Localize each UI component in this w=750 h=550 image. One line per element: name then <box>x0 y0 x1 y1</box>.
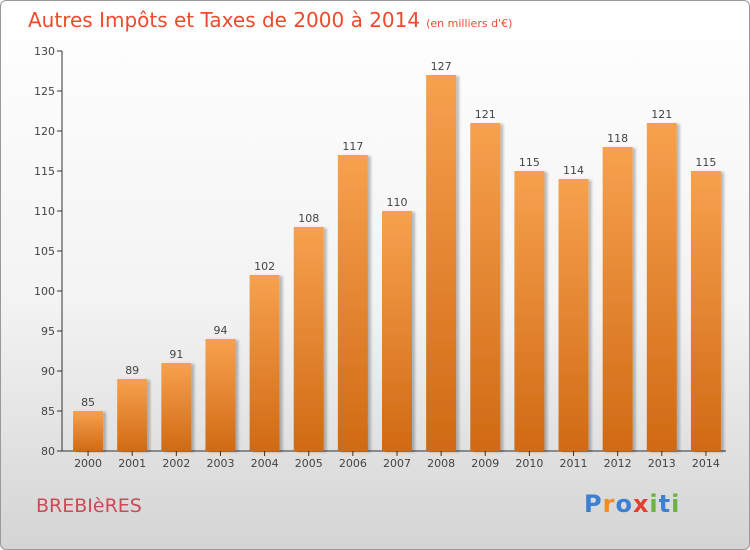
data-label-2011: 114 <box>563 164 584 177</box>
bar-2001 <box>117 379 148 451</box>
bar-2004 <box>249 275 280 451</box>
bar-2009 <box>470 123 501 451</box>
y-tick-label: 95 <box>41 325 55 338</box>
x-tick-label-2000: 2000 <box>74 457 102 470</box>
logo-letter: i <box>649 490 659 518</box>
bar-2007 <box>382 211 412 451</box>
data-label-2000: 85 <box>81 396 95 409</box>
logo-letter: o <box>615 490 633 518</box>
bar-2003 <box>205 339 236 451</box>
bar-2008 <box>426 75 457 451</box>
logo-letter: r <box>602 490 616 518</box>
x-tick-label-2003: 2003 <box>206 457 234 470</box>
x-tick-label-2002: 2002 <box>162 457 190 470</box>
y-tick-label: 85 <box>41 405 55 418</box>
x-tick-label-2012: 2012 <box>604 457 632 470</box>
bar-2000 <box>73 411 104 451</box>
bar-2013 <box>646 123 677 451</box>
x-tick-label-2014: 2014 <box>692 457 720 470</box>
bar-2002 <box>161 363 192 451</box>
data-label-2009: 121 <box>475 108 496 121</box>
title-unit: (en milliers d'€) <box>426 17 513 30</box>
y-tick-label: 100 <box>34 285 55 298</box>
y-tick-label: 105 <box>34 245 55 258</box>
data-label-2001: 89 <box>125 364 139 377</box>
data-label-2013: 121 <box>651 108 672 121</box>
logo-letter: t <box>658 490 672 518</box>
x-tick-label-2011: 2011 <box>560 457 588 470</box>
x-tick-label-2006: 2006 <box>339 457 367 470</box>
bar-2005 <box>293 227 324 451</box>
bar-2006 <box>337 155 368 451</box>
x-tick-label-2009: 2009 <box>471 457 499 470</box>
data-label-2014: 115 <box>695 156 716 169</box>
logo-letter: i <box>671 490 681 518</box>
title-text: Autres Impôts et Taxes de 2000 à 2014 <box>28 8 421 32</box>
x-tick-label-2007: 2007 <box>383 457 411 470</box>
bar-2010 <box>514 171 545 451</box>
y-tick-label: 90 <box>41 365 55 378</box>
y-tick-label: 120 <box>34 125 55 138</box>
x-tick-label-2001: 2001 <box>118 457 146 470</box>
logo-letter: P <box>584 490 603 518</box>
data-label-2004: 102 <box>254 260 275 273</box>
chart-title: Autres Impôts et Taxes de 2000 à 2014 (en… <box>28 8 512 32</box>
y-tick-label: 125 <box>34 85 55 98</box>
data-label-2005: 108 <box>298 212 319 225</box>
commune-name: BREBIèRES <box>36 495 142 517</box>
y-tick-label: 80 <box>41 445 55 458</box>
bar-2014 <box>690 171 721 451</box>
data-label-2008: 127 <box>431 60 452 73</box>
data-label-2012: 118 <box>607 132 628 145</box>
proxiti-logo[interactable]: Proxiti <box>584 490 680 518</box>
data-label-2007: 110 <box>387 196 408 209</box>
data-label-2010: 115 <box>519 156 540 169</box>
x-tick-label-2004: 2004 <box>251 457 279 470</box>
data-label-2006: 117 <box>342 140 363 153</box>
data-label-2003: 94 <box>213 324 227 337</box>
x-tick-label-2005: 2005 <box>295 457 323 470</box>
y-tick-label: 130 <box>34 45 55 58</box>
bar-2012 <box>602 147 633 451</box>
x-tick-label-2008: 2008 <box>427 457 455 470</box>
x-tick-label-2010: 2010 <box>515 457 543 470</box>
data-label-2002: 91 <box>169 348 183 361</box>
y-tick-label: 115 <box>34 165 55 178</box>
x-tick-label-2013: 2013 <box>648 457 676 470</box>
bar-2011 <box>558 179 589 451</box>
y-tick-label: 110 <box>34 205 55 218</box>
logo-letter: x <box>632 490 650 518</box>
